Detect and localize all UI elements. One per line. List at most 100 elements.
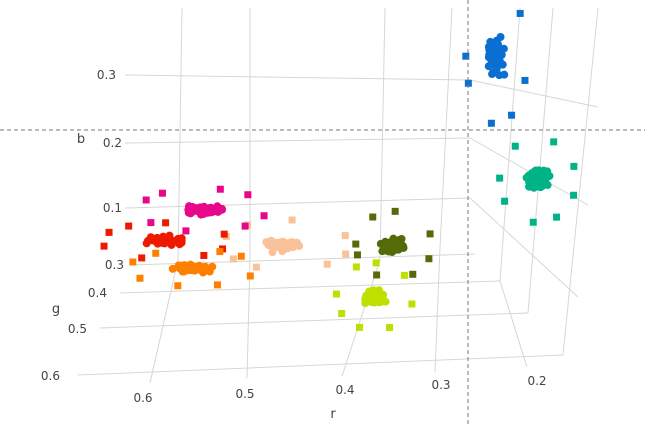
- outlier-point[interactable]: [464, 79, 472, 87]
- outlier-point[interactable]: [105, 228, 113, 236]
- outlier-point[interactable]: [158, 189, 166, 197]
- outlier-point[interactable]: [372, 259, 380, 267]
- outlier-point[interactable]: [260, 212, 268, 220]
- data-point[interactable]: [533, 179, 542, 188]
- data-point[interactable]: [152, 235, 161, 244]
- r-tick-label: 0.3: [431, 378, 450, 392]
- data-point[interactable]: [213, 202, 222, 211]
- data-point[interactable]: [176, 238, 185, 247]
- outlier-point[interactable]: [386, 323, 394, 331]
- outlier-point[interactable]: [288, 216, 296, 224]
- outlier-point[interactable]: [182, 227, 190, 235]
- outlier-point[interactable]: [229, 255, 237, 263]
- outlier-point[interactable]: [244, 191, 252, 199]
- outlier-point[interactable]: [391, 207, 399, 215]
- outlier-point[interactable]: [252, 263, 260, 271]
- data-point[interactable]: [376, 239, 385, 248]
- outlier-point[interactable]: [213, 281, 221, 289]
- outlier-point[interactable]: [369, 213, 377, 221]
- outlier-point[interactable]: [553, 213, 561, 221]
- outlier-point[interactable]: [246, 272, 254, 280]
- data-point[interactable]: [271, 241, 280, 250]
- outlier-point[interactable]: [570, 162, 578, 170]
- data-point[interactable]: [388, 245, 397, 254]
- data-point[interactable]: [268, 248, 277, 257]
- data-point[interactable]: [190, 206, 199, 215]
- outlier-point[interactable]: [550, 138, 558, 146]
- outlier-point[interactable]: [516, 9, 524, 17]
- data-point[interactable]: [197, 209, 206, 218]
- outlier-point[interactable]: [426, 230, 434, 238]
- outlier-point[interactable]: [425, 255, 433, 263]
- outlier-point[interactable]: [125, 222, 133, 230]
- data-points[interactable]: [100, 0, 578, 331]
- outlier-point[interactable]: [462, 52, 470, 60]
- outlier-point[interactable]: [138, 254, 146, 262]
- outlier-point[interactable]: [353, 251, 361, 259]
- outlier-point[interactable]: [333, 290, 341, 298]
- outlier-point[interactable]: [342, 250, 350, 258]
- b-axis-title: b: [77, 132, 85, 147]
- outlier-point[interactable]: [338, 310, 346, 318]
- outlier-point[interactable]: [511, 142, 519, 150]
- outlier-point[interactable]: [487, 119, 495, 127]
- r-tick-label: 0.6: [133, 391, 152, 405]
- g-gridline: [77, 354, 564, 376]
- outlier-point[interactable]: [373, 271, 381, 279]
- data-point[interactable]: [184, 202, 193, 211]
- data-point[interactable]: [195, 261, 204, 270]
- outlier-point[interactable]: [323, 260, 331, 268]
- outlier-point[interactable]: [220, 230, 228, 238]
- data-point[interactable]: [168, 264, 177, 273]
- outlier-point[interactable]: [129, 258, 137, 266]
- data-point[interactable]: [284, 240, 293, 249]
- outlier-point[interactable]: [356, 323, 364, 331]
- data-point[interactable]: [166, 236, 175, 245]
- data-point[interactable]: [492, 64, 501, 73]
- outlier-point[interactable]: [136, 274, 144, 282]
- outlier-point[interactable]: [529, 218, 537, 226]
- outlier-point[interactable]: [174, 282, 182, 290]
- g-tick-label: 0.4: [88, 286, 107, 300]
- outlier-point[interactable]: [100, 242, 108, 250]
- outlier-point[interactable]: [142, 196, 150, 204]
- data-point[interactable]: [374, 290, 383, 299]
- outlier-point[interactable]: [400, 271, 408, 279]
- outlier-point[interactable]: [162, 219, 170, 227]
- data-point[interactable]: [494, 45, 503, 54]
- outlier-point[interactable]: [352, 263, 360, 271]
- outlier-point[interactable]: [147, 219, 155, 227]
- data-point[interactable]: [364, 295, 373, 304]
- outlier-point[interactable]: [501, 197, 509, 205]
- outlier-point[interactable]: [496, 174, 504, 182]
- outlier-point[interactable]: [200, 251, 208, 259]
- data-point[interactable]: [265, 241, 274, 250]
- data-point[interactable]: [389, 235, 398, 244]
- data-point[interactable]: [208, 262, 217, 271]
- r-tick-label: 0.5: [235, 387, 254, 401]
- data-point[interactable]: [542, 172, 551, 181]
- outlier-point[interactable]: [409, 270, 417, 278]
- data-point[interactable]: [525, 178, 534, 187]
- outlier-point[interactable]: [570, 191, 578, 199]
- outlier-point[interactable]: [341, 232, 349, 240]
- r-gridline: [499, 280, 528, 368]
- outlier-point[interactable]: [216, 248, 224, 256]
- outlier-point[interactable]: [152, 249, 160, 257]
- data-point[interactable]: [292, 238, 301, 247]
- data-point[interactable]: [142, 239, 151, 248]
- data-point[interactable]: [187, 262, 196, 271]
- outlier-point[interactable]: [521, 76, 529, 84]
- data-point[interactable]: [491, 57, 500, 66]
- data-point[interactable]: [395, 244, 404, 253]
- outlier-point[interactable]: [508, 111, 516, 119]
- outlier-point[interactable]: [216, 185, 224, 193]
- data-point[interactable]: [206, 208, 215, 217]
- outlier-point[interactable]: [352, 240, 360, 248]
- outlier-point[interactable]: [241, 222, 249, 230]
- outlier-point[interactable]: [237, 252, 245, 260]
- data-point[interactable]: [495, 71, 504, 80]
- outlier-point[interactable]: [408, 300, 416, 308]
